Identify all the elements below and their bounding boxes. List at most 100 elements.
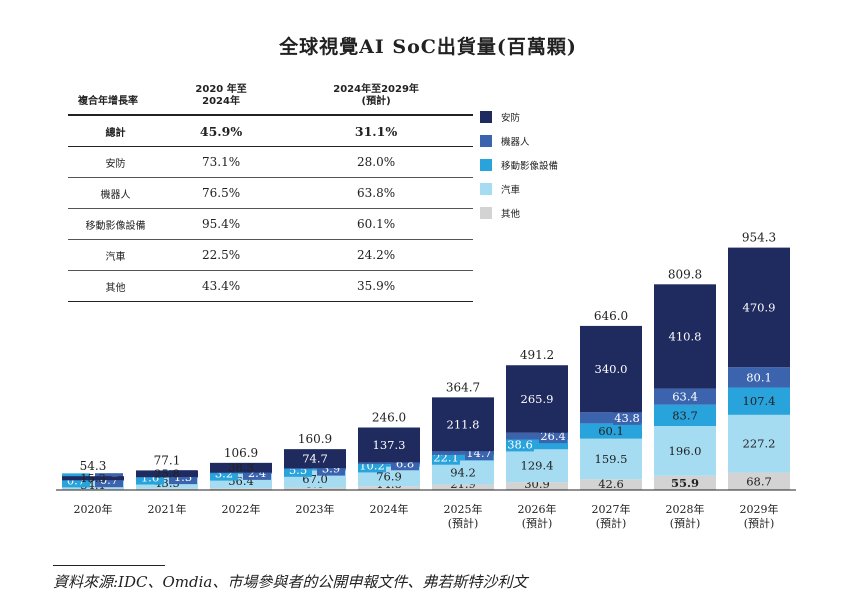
bar-total-label: 246.0 bbox=[372, 411, 406, 425]
x-tick-label: (預計) bbox=[448, 516, 479, 530]
bar-segment-label: 107.4 bbox=[743, 394, 776, 408]
bar-segment-label: 211.8 bbox=[447, 417, 480, 431]
x-tick-label: 2022年 bbox=[222, 502, 261, 516]
x-tick-label: (預計) bbox=[596, 516, 627, 530]
cagr-header-2020-2024: 2020 年至 2024年 bbox=[195, 84, 247, 107]
cagr-row-label: 總計 bbox=[105, 127, 126, 139]
bar-segment bbox=[136, 477, 198, 478]
legend-item-robot: 機器人 bbox=[480, 134, 558, 148]
source-note: 資料來源:IDC、Omdia、市場參與者的公開申報文件、弗若斯特沙利文 bbox=[53, 573, 528, 591]
bar-segment bbox=[654, 426, 716, 476]
bar-segment bbox=[506, 482, 568, 490]
bar-segment bbox=[432, 484, 494, 490]
bar-segment-label: 63.4 bbox=[672, 390, 698, 404]
label-highlight bbox=[506, 437, 534, 452]
legend-label: 機器人 bbox=[501, 136, 530, 148]
bar-segment bbox=[728, 414, 790, 473]
x-tick-label: (預計) bbox=[522, 516, 553, 530]
legend-item-mobile-imaging: 移動影像設備 bbox=[480, 158, 558, 172]
x-tick-label: 2021年 bbox=[148, 502, 187, 516]
bar-segment-label: 38.3 bbox=[228, 461, 254, 475]
legend-item-others: 其他 bbox=[480, 206, 558, 220]
bar-segment bbox=[284, 449, 346, 469]
x-tick-label: 2026年 bbox=[518, 502, 557, 516]
bar-segment-label: 340.0 bbox=[595, 362, 628, 376]
bar-segment-label: 38.6 bbox=[507, 437, 533, 451]
legend-swatch bbox=[480, 134, 492, 147]
stacked-bar-chart: 3.534.10.70.715.354.32020年4.943.51.61.32… bbox=[56, 231, 796, 530]
bar-segment bbox=[580, 479, 642, 490]
bar-segment bbox=[506, 449, 568, 483]
cagr-value: 60.1% bbox=[357, 217, 396, 231]
cagr-row-label: 移動影像設備 bbox=[85, 220, 146, 232]
cagr-value: 28.0% bbox=[357, 155, 396, 169]
x-tick-label: 2027年 bbox=[592, 502, 631, 516]
legend-swatch bbox=[480, 110, 492, 123]
legend-label: 安防 bbox=[501, 112, 521, 124]
source-divider bbox=[53, 565, 165, 566]
bar-segment-label: 129.4 bbox=[521, 459, 554, 473]
bar-segment-label: 410.8 bbox=[669, 329, 702, 343]
bar-segment bbox=[62, 480, 124, 481]
cagr-row-label: 汽車 bbox=[105, 251, 126, 263]
label-highlight bbox=[613, 410, 641, 425]
cagr-row-automotive: 汽車 22.5% 24.2% bbox=[68, 240, 473, 271]
legend-label: 汽車 bbox=[501, 184, 521, 196]
cagr-table: 複合年增長率 2020 年至 2024年 2024年至2029年 (預計) 總計… bbox=[68, 82, 473, 302]
cagr-header-2024-2029: 2024年至2029年 (預計) bbox=[333, 84, 419, 107]
bar-segment-label: 55.9 bbox=[671, 476, 699, 490]
legend-label: 其他 bbox=[501, 208, 521, 220]
cagr-header-label: 複合年增長率 bbox=[78, 96, 138, 107]
bar-segment-label: 76.9 bbox=[376, 469, 402, 483]
x-tick-label: (預計) bbox=[744, 516, 775, 530]
bar-segment bbox=[358, 486, 420, 490]
bar-segment bbox=[432, 460, 494, 485]
bar-segment bbox=[432, 451, 494, 455]
cagr-row-mobile-imaging: 移動影像設備 95.4% 60.1% bbox=[68, 209, 473, 240]
cagr-value: 31.1% bbox=[354, 123, 398, 139]
cagr-row-label: 其他 bbox=[105, 282, 126, 294]
x-tick-label: 2024年 bbox=[370, 502, 409, 516]
bar-segment bbox=[580, 438, 642, 480]
bar-total-label: 646.0 bbox=[594, 309, 628, 323]
bar-segment-label: 470.9 bbox=[743, 300, 776, 314]
bar-segment bbox=[136, 470, 198, 477]
bar-total-label: 54.3 bbox=[80, 459, 107, 473]
cagr-value: 24.2% bbox=[357, 248, 396, 262]
bar-segment bbox=[506, 365, 568, 433]
bar-segment bbox=[284, 468, 346, 470]
bar-segment-label: 196.0 bbox=[669, 444, 702, 458]
bar-segment bbox=[580, 412, 642, 424]
cagr-value: 43.4% bbox=[202, 279, 241, 293]
bar-total-label: 809.8 bbox=[668, 267, 702, 281]
cagr-row-label: 機器人 bbox=[100, 189, 131, 201]
x-tick-label: 2023年 bbox=[296, 502, 335, 516]
cagr-value: 73.1% bbox=[202, 155, 241, 169]
bar-segment bbox=[358, 462, 420, 465]
bar-segment bbox=[210, 462, 272, 473]
cagr-value: 22.5% bbox=[202, 248, 241, 262]
bar-total-label: 106.9 bbox=[224, 446, 258, 460]
cagr-row-label: 安防 bbox=[105, 158, 126, 170]
bar-segment-label: 83.7 bbox=[672, 408, 698, 422]
bar-segment bbox=[62, 480, 124, 490]
legend-item-automotive: 汽車 bbox=[480, 182, 558, 196]
chart-title: 全球視覺AI SoC出貨量(百萬顆) bbox=[279, 36, 577, 58]
bar-segment-label: 265.9 bbox=[521, 392, 554, 406]
bar-segment bbox=[136, 488, 198, 490]
bar-segment bbox=[580, 423, 642, 439]
bar-segment bbox=[358, 427, 420, 463]
legend-swatch bbox=[480, 206, 492, 219]
bar-segment bbox=[654, 475, 716, 490]
bar-segment bbox=[284, 469, 346, 471]
cagr-header-row: 複合年增長率 2020 年至 2024年 2024年至2029年 (預計) bbox=[68, 82, 473, 115]
cagr-value: 45.9% bbox=[199, 123, 243, 139]
bar-segment-label: 74.7 bbox=[302, 452, 328, 466]
legend-item-security: 安防 bbox=[480, 110, 558, 124]
bar-segment-label: 159.5 bbox=[595, 452, 628, 466]
legend: 安防 機器人 移動影像設備 汽車 其他 bbox=[480, 110, 558, 230]
bar-segment bbox=[210, 488, 272, 490]
bar-segment bbox=[580, 325, 642, 413]
cagr-value: 35.9% bbox=[357, 279, 396, 293]
bar-segment bbox=[284, 487, 346, 490]
